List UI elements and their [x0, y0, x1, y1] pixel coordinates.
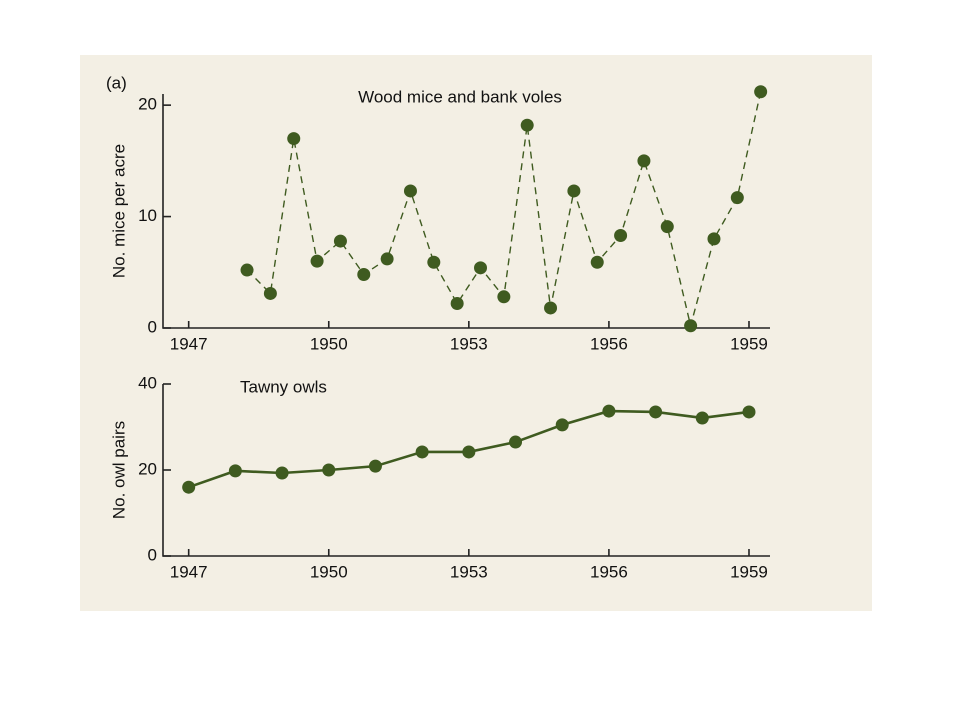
- y-tick-label: 10: [138, 206, 157, 225]
- data-point: [730, 191, 744, 205]
- y-tick-label: 20: [138, 459, 157, 478]
- data-point: [450, 296, 464, 310]
- data-point: [754, 85, 768, 99]
- data-point: [228, 464, 242, 478]
- data-point: [555, 418, 569, 432]
- x-tick-label: 1959: [730, 562, 768, 581]
- data-point: [707, 232, 721, 246]
- data-point: [637, 154, 651, 168]
- x-tick-label: 1947: [170, 334, 208, 353]
- data-point: [287, 132, 301, 146]
- data-point: [380, 252, 394, 266]
- data-point: [427, 255, 441, 269]
- data-point: [310, 254, 324, 268]
- data-point: [474, 261, 488, 275]
- data-point: [368, 459, 382, 473]
- y-tick-label: 0: [148, 545, 157, 564]
- y-tick-label: 0: [148, 317, 157, 336]
- data-point: [649, 405, 663, 419]
- chart-title: Wood mice and bank voles: [358, 87, 562, 106]
- data-point: [614, 229, 628, 243]
- data-point: [544, 301, 558, 315]
- y-axis-label: No. owl pairs: [109, 421, 128, 519]
- data-point: [567, 184, 581, 198]
- x-tick-label: 1953: [450, 562, 488, 581]
- x-tick-label: 1947: [170, 562, 208, 581]
- panel-label: (a): [106, 73, 127, 92]
- x-tick-label: 1959: [730, 334, 768, 353]
- x-tick-label: 1953: [450, 334, 488, 353]
- data-point: [742, 405, 756, 419]
- data-point: [509, 435, 523, 449]
- data-point: [497, 290, 511, 304]
- y-tick-label: 40: [138, 373, 157, 392]
- data-point: [520, 118, 534, 132]
- chart-title: Tawny owls: [240, 377, 327, 396]
- data-point: [182, 480, 196, 494]
- x-tick-label: 1950: [310, 334, 348, 353]
- data-point: [695, 411, 709, 425]
- data-point: [275, 466, 289, 480]
- data-point: [602, 404, 616, 418]
- scan-background: [80, 55, 872, 611]
- data-point: [333, 234, 347, 248]
- data-point: [322, 463, 336, 477]
- data-point: [403, 184, 417, 198]
- data-point: [660, 220, 674, 234]
- data-point: [240, 263, 254, 277]
- data-point: [590, 255, 604, 269]
- y-tick-label: 20: [138, 95, 157, 114]
- data-point: [684, 319, 698, 333]
- data-point: [263, 286, 277, 300]
- data-point: [357, 268, 371, 282]
- x-tick-label: 1950: [310, 562, 348, 581]
- y-axis-label: No. mice per acre: [109, 144, 128, 278]
- data-point: [415, 445, 429, 459]
- data-point: [462, 445, 476, 459]
- x-tick-label: 1956: [590, 562, 628, 581]
- x-tick-label: 1956: [590, 334, 628, 353]
